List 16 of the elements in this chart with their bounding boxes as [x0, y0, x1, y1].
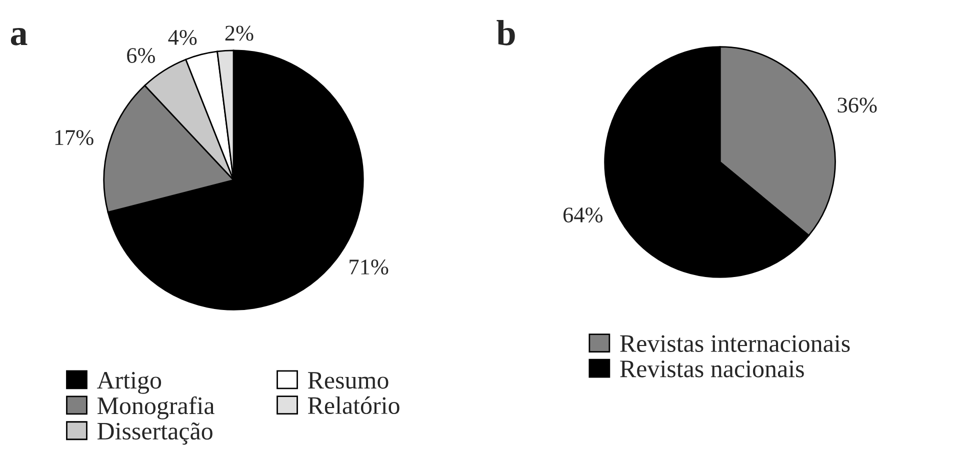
legend-label: Relatório — [308, 396, 400, 414]
legend-label: Resumo — [308, 372, 388, 389]
legend-label: Revistas nacionais — [620, 360, 804, 378]
data-label: 2% — [225, 26, 254, 41]
data-label: 71% — [350, 260, 388, 275]
chart-title: a — [10, 28, 28, 46]
data-label: 6% — [127, 48, 155, 64]
legend-label: Revistas internacionais — [620, 335, 850, 352]
legend-label: Dissertação — [97, 422, 212, 445]
data-label: 17% — [55, 130, 94, 146]
chart-title: b — [496, 20, 515, 46]
legend-label: Artigo — [96, 372, 162, 394]
data-label: 64% — [564, 208, 603, 223]
data-label: 36% — [838, 98, 877, 113]
data-label: 4% — [168, 30, 197, 46]
legend-label: Monografia — [97, 396, 214, 420]
